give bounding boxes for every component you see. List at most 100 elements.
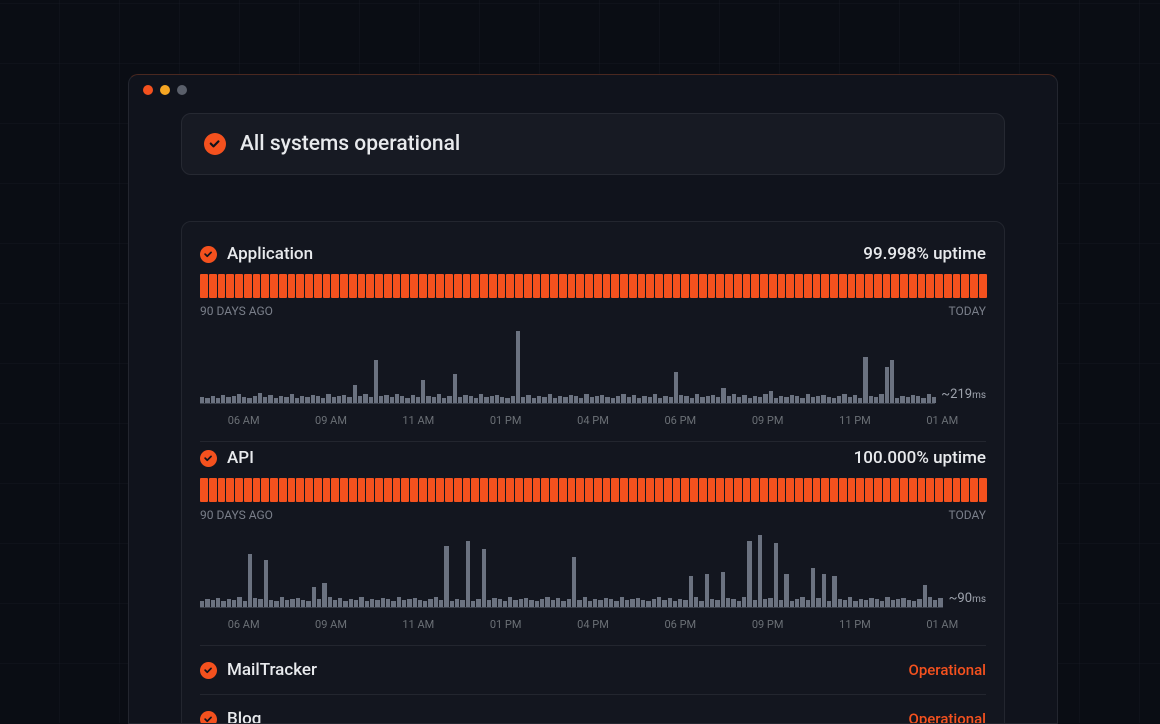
uptime-bar-segment[interactable] <box>944 274 952 298</box>
uptime-bar-segment[interactable] <box>489 274 497 298</box>
uptime-bar-segment[interactable] <box>218 274 226 298</box>
uptime-bar-segment[interactable] <box>454 274 462 298</box>
uptime-bar-segment[interactable] <box>200 478 208 502</box>
uptime-bar-segment[interactable] <box>471 478 479 502</box>
uptime-bar-segment[interactable] <box>611 274 619 298</box>
uptime-bar-segment[interactable] <box>926 478 934 502</box>
uptime-bar-segment[interactable] <box>699 478 707 502</box>
uptime-bar-segment[interactable] <box>261 274 269 298</box>
uptime-bar-segment[interactable] <box>393 478 401 502</box>
uptime-bar-segment[interactable] <box>743 274 751 298</box>
uptime-bar-segment[interactable] <box>541 274 549 298</box>
uptime-bar-segment[interactable] <box>865 478 873 502</box>
uptime-bar-segment[interactable] <box>279 478 287 502</box>
uptime-bar-segment[interactable] <box>471 274 479 298</box>
uptime-bar-segment[interactable] <box>226 478 234 502</box>
uptime-bar-segment[interactable] <box>603 274 611 298</box>
uptime-bar-segment[interactable] <box>515 478 523 502</box>
uptime-bar-segment[interactable] <box>384 478 392 502</box>
uptime-bar-segment[interactable] <box>576 274 584 298</box>
uptime-bar-segment[interactable] <box>874 478 882 502</box>
uptime-bar-segment[interactable] <box>681 478 689 502</box>
uptime-bar-segment[interactable] <box>358 274 366 298</box>
uptime-bar-segment[interactable] <box>559 274 567 298</box>
uptime-bar-segment[interactable] <box>935 478 943 502</box>
uptime-bar-segment[interactable] <box>323 478 331 502</box>
uptime-bar-segment[interactable] <box>944 478 952 502</box>
uptime-bar-segment[interactable] <box>813 478 821 502</box>
uptime-bar-segment[interactable] <box>279 274 287 298</box>
latency-chart[interactable] <box>200 530 943 608</box>
uptime-bar-segment[interactable] <box>235 478 243 502</box>
uptime-bar-segment[interactable] <box>795 274 803 298</box>
traffic-light-close[interactable] <box>143 85 153 95</box>
uptime-bar-segment[interactable] <box>428 478 436 502</box>
uptime-bar-segment[interactable] <box>664 478 672 502</box>
uptime-bar-segment[interactable] <box>821 274 829 298</box>
uptime-bar-segment[interactable] <box>673 274 681 298</box>
uptime-bar-segment[interactable] <box>760 274 768 298</box>
uptime-bar-segment[interactable] <box>708 478 716 502</box>
uptime-bar-segment[interactable] <box>865 274 873 298</box>
uptime-bar-segment[interactable] <box>375 478 383 502</box>
uptime-bar-segment[interactable] <box>778 274 786 298</box>
uptime-bar-segment[interactable] <box>874 274 882 298</box>
uptime-bar-segment[interactable] <box>699 274 707 298</box>
uptime-bar-segment[interactable] <box>436 274 444 298</box>
uptime-bar-segment[interactable] <box>559 478 567 502</box>
uptime-bar-segment[interactable] <box>349 478 357 502</box>
uptime-bar-segment[interactable] <box>200 274 208 298</box>
uptime-bar-segment[interactable] <box>620 478 628 502</box>
uptime-bar-segment[interactable] <box>611 478 619 502</box>
uptime-bar-segment[interactable] <box>270 478 278 502</box>
uptime-bar-segment[interactable] <box>419 478 427 502</box>
uptime-bar-segment[interactable] <box>550 274 558 298</box>
uptime-bar-segment[interactable] <box>620 274 628 298</box>
traffic-light-min[interactable] <box>160 85 170 95</box>
uptime-bar-segment[interactable] <box>734 478 742 502</box>
uptime-bar-segment[interactable] <box>883 274 891 298</box>
uptime-bar-segment[interactable] <box>953 478 961 502</box>
uptime-bar-segment[interactable] <box>786 478 794 502</box>
uptime-bar-segment[interactable] <box>786 274 794 298</box>
uptime-bar-segment[interactable] <box>751 478 759 502</box>
uptime-bar-segment[interactable] <box>725 274 733 298</box>
uptime-bar-segment[interactable] <box>463 274 471 298</box>
uptime-bar-segment[interactable] <box>900 478 908 502</box>
uptime-bar-segment[interactable] <box>515 274 523 298</box>
uptime-bar-segment[interactable] <box>839 274 847 298</box>
uptime-bar-segment[interactable] <box>900 274 908 298</box>
uptime-bar-segment[interactable] <box>288 274 296 298</box>
uptime-bar-segment[interactable] <box>244 274 252 298</box>
uptime-bar-segment[interactable] <box>463 478 471 502</box>
uptime-bars[interactable] <box>200 274 986 298</box>
uptime-bar-segment[interactable] <box>708 274 716 298</box>
latency-chart[interactable] <box>200 326 935 404</box>
uptime-bar-segment[interactable] <box>681 274 689 298</box>
uptime-bar-segment[interactable] <box>961 478 969 502</box>
uptime-bar-segment[interactable] <box>410 478 418 502</box>
uptime-bar-segment[interactable] <box>445 478 453 502</box>
uptime-bar-segment[interactable] <box>323 274 331 298</box>
uptime-bar-segment[interactable] <box>585 478 593 502</box>
uptime-bar-segment[interactable] <box>909 478 917 502</box>
uptime-bar-segment[interactable] <box>261 478 269 502</box>
uptime-bar-segment[interactable] <box>655 478 663 502</box>
uptime-bar-segment[interactable] <box>533 478 541 502</box>
uptime-bar-segment[interactable] <box>804 478 812 502</box>
uptime-bar-segment[interactable] <box>848 478 856 502</box>
uptime-bar-segment[interactable] <box>629 274 637 298</box>
uptime-bar-segment[interactable] <box>891 274 899 298</box>
uptime-bar-segment[interactable] <box>830 274 838 298</box>
uptime-bar-segment[interactable] <box>244 478 252 502</box>
uptime-bar-segment[interactable] <box>454 478 462 502</box>
uptime-bar-segment[interactable] <box>296 478 304 502</box>
uptime-bar-segment[interactable] <box>760 478 768 502</box>
uptime-bar-segment[interactable] <box>410 274 418 298</box>
uptime-bar-segment[interactable] <box>253 274 261 298</box>
uptime-bar-segment[interactable] <box>366 274 374 298</box>
uptime-bar-segment[interactable] <box>795 478 803 502</box>
traffic-light-max[interactable] <box>177 85 187 95</box>
uptime-bar-segment[interactable] <box>891 478 899 502</box>
uptime-bar-segment[interactable] <box>288 478 296 502</box>
